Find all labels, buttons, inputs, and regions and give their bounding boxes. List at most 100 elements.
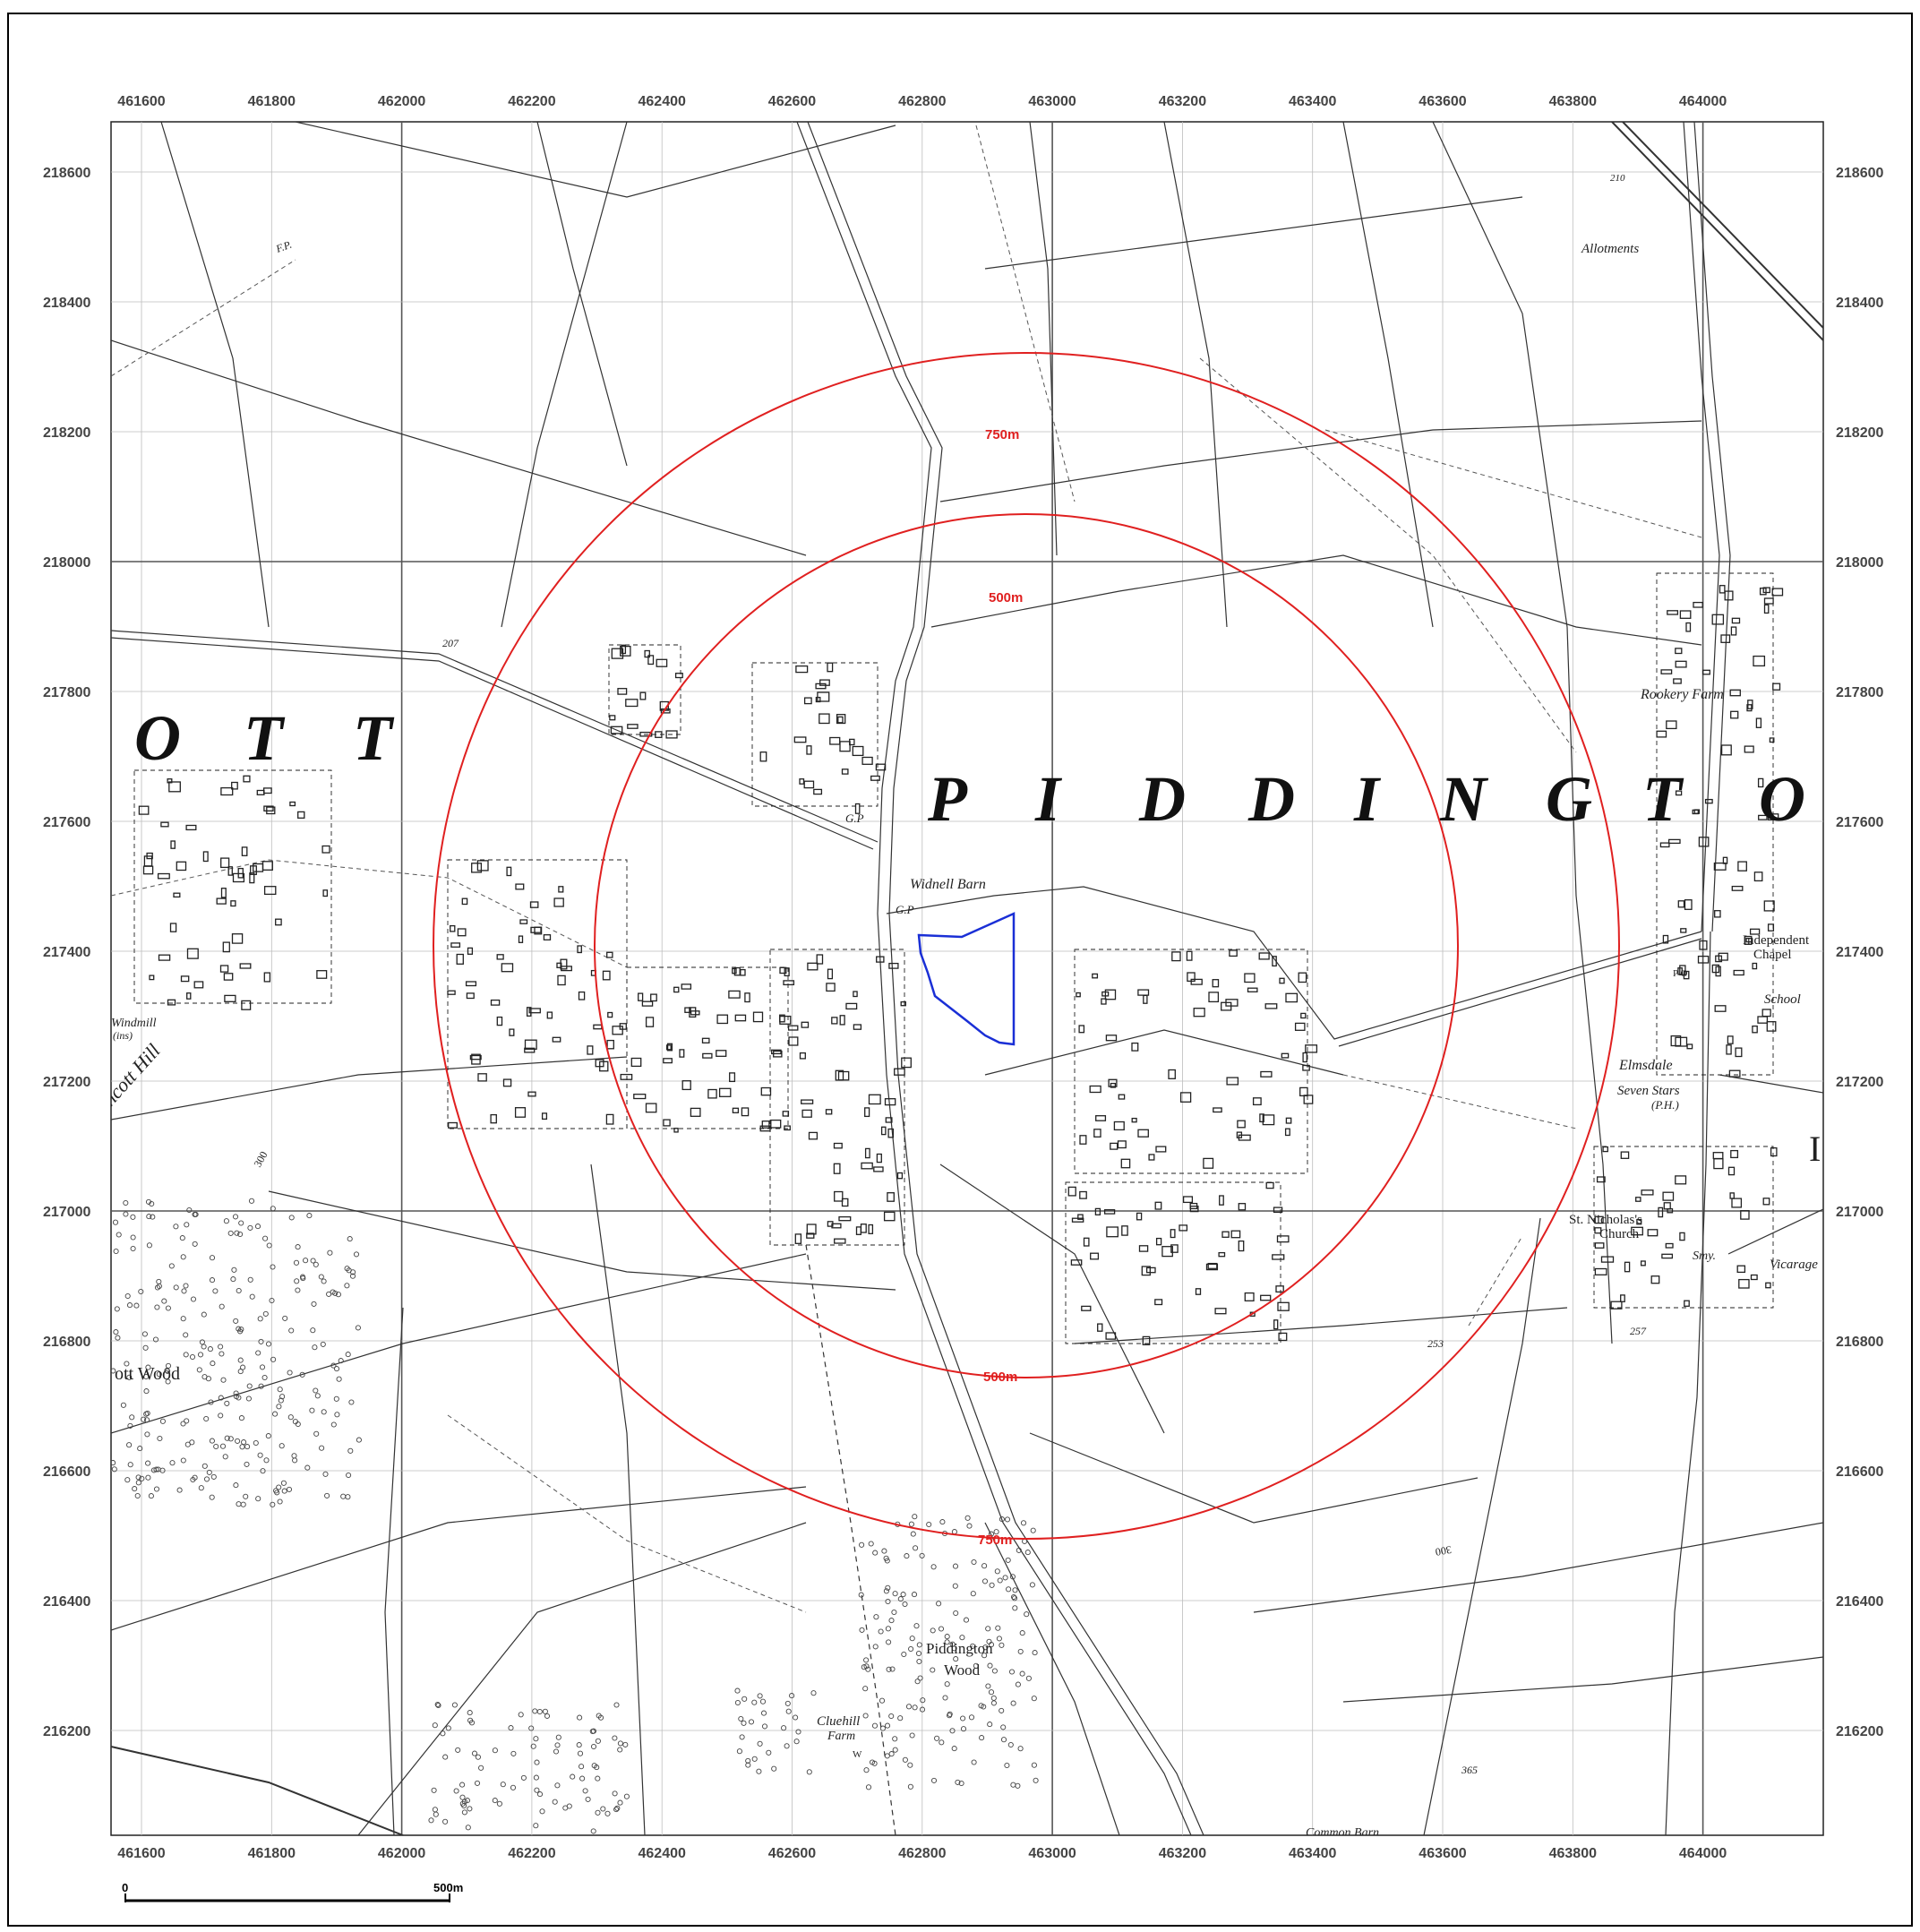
tree-symbol <box>209 1255 216 1261</box>
tree-symbol <box>734 1699 741 1706</box>
building <box>261 861 273 871</box>
building <box>1740 1210 1750 1220</box>
tree-symbol <box>988 1531 994 1537</box>
site-boundary <box>917 912 1016 1046</box>
building <box>900 1000 906 1007</box>
building <box>1247 987 1258 992</box>
building <box>1155 1146 1167 1153</box>
building <box>894 1068 905 1076</box>
tree-symbol <box>1004 1516 1011 1523</box>
building <box>1675 1036 1688 1047</box>
building <box>835 1069 844 1081</box>
tree-symbol <box>1000 1724 1007 1730</box>
building <box>1714 1005 1727 1012</box>
x-tick-top-463000: 463000 <box>1028 94 1076 109</box>
building <box>1213 1107 1222 1113</box>
building <box>241 846 248 856</box>
x-tick-bottom-461600: 461600 <box>117 1846 165 1861</box>
building <box>1302 1052 1307 1063</box>
building <box>1186 950 1193 961</box>
tree-symbol <box>892 1736 898 1742</box>
label-spot-207: 207 <box>442 637 459 649</box>
building <box>1724 590 1734 601</box>
building <box>876 956 885 963</box>
tree-symbol <box>135 1480 141 1486</box>
tree-symbol <box>761 1723 768 1730</box>
tree-symbol <box>247 1224 253 1231</box>
tree-symbol <box>461 1802 467 1809</box>
building <box>741 1107 750 1117</box>
tree-symbol <box>989 1582 995 1588</box>
label-spot-257: 257 <box>1630 1325 1647 1337</box>
building <box>794 1233 802 1244</box>
building <box>457 928 467 937</box>
building <box>1636 1218 1642 1225</box>
tree-symbol <box>234 1230 240 1236</box>
tree-symbol <box>751 1699 758 1705</box>
tree-symbol <box>467 1806 473 1812</box>
tree-symbol <box>224 1435 230 1441</box>
x-tick-top-464000: 464000 <box>1679 94 1727 109</box>
tree-symbol <box>326 1291 332 1297</box>
building <box>1594 1227 1602 1234</box>
tree-symbol <box>868 1541 874 1547</box>
tree-symbol <box>432 1722 438 1729</box>
tree-symbol <box>135 1474 141 1481</box>
building <box>519 919 528 924</box>
tree-symbol <box>885 1626 891 1632</box>
tree-symbol <box>240 1501 246 1507</box>
building <box>1594 1267 1607 1275</box>
building <box>673 1128 679 1133</box>
tree-symbol <box>445 1725 451 1731</box>
building <box>826 983 836 992</box>
tree-symbol <box>155 1466 161 1473</box>
tree-symbol <box>262 1310 269 1317</box>
tree-symbol <box>130 1214 136 1220</box>
tree-symbol <box>938 1626 945 1632</box>
tree-symbol <box>257 1316 263 1322</box>
tree-symbol <box>885 1598 891 1605</box>
tree-symbol <box>475 1754 481 1760</box>
building <box>1665 1242 1674 1249</box>
building <box>684 1007 691 1013</box>
x-tick-bottom-462800: 462800 <box>898 1846 946 1861</box>
tree-symbol <box>141 1331 148 1337</box>
building <box>829 736 841 745</box>
x-tick-top-462800: 462800 <box>898 94 946 109</box>
tree-symbol <box>952 1583 958 1589</box>
tree-symbol <box>623 1793 630 1799</box>
building <box>834 1190 844 1202</box>
building <box>1272 1254 1285 1260</box>
building <box>1660 669 1673 674</box>
tree-symbol <box>748 1719 755 1725</box>
building <box>1070 1259 1083 1266</box>
tree-symbol <box>318 1274 324 1280</box>
building <box>656 658 668 667</box>
building <box>1749 928 1761 935</box>
tree-symbol <box>1032 1650 1038 1656</box>
y-tick-left-216600: 216600 <box>43 1464 90 1480</box>
tree-symbol <box>881 1548 887 1554</box>
tree-symbol <box>999 1707 1005 1713</box>
building <box>610 726 623 734</box>
tree-symbol <box>186 1206 193 1214</box>
tree-symbol <box>321 1278 327 1284</box>
tree-symbol <box>144 1431 150 1438</box>
y-tick-right-216800: 216800 <box>1836 1335 1883 1350</box>
tree-symbol <box>333 1395 339 1402</box>
tree-symbol <box>781 1725 787 1731</box>
tree-symbol <box>154 1304 160 1310</box>
tree-symbol <box>127 1462 133 1468</box>
tree-symbol <box>124 1477 131 1483</box>
building <box>681 1080 691 1091</box>
tree-symbol <box>991 1668 998 1674</box>
y-tick-right-216400: 216400 <box>1836 1594 1883 1610</box>
building <box>744 992 750 1003</box>
tree-symbol <box>123 1211 129 1217</box>
building <box>759 751 767 762</box>
tree-symbol <box>995 1625 1001 1631</box>
label-piddington: Piddington <box>926 1640 993 1657</box>
building <box>806 1232 815 1239</box>
label-gp-2: G.P <box>845 811 864 825</box>
